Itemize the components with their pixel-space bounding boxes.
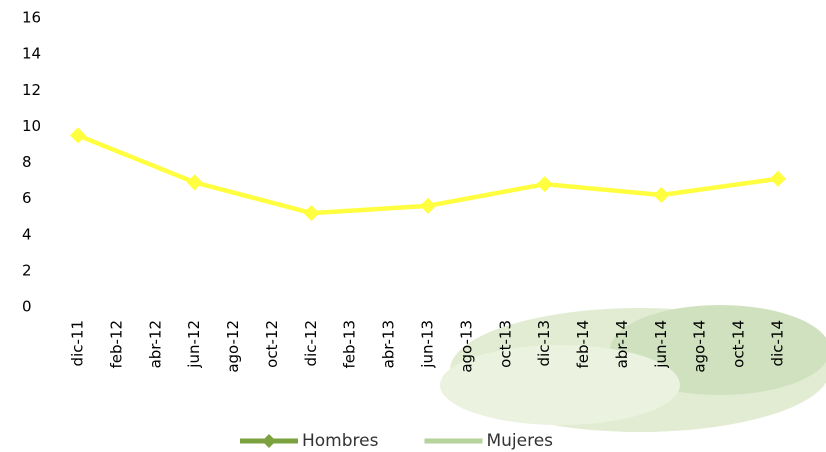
x-tick-label: ago-14 — [691, 320, 709, 373]
background-decoration — [440, 305, 826, 432]
y-tick-label: 6 — [22, 189, 32, 207]
marker — [420, 197, 436, 214]
x-tick-label: jun-12 — [185, 320, 203, 369]
y-tick-label: 12 — [22, 81, 41, 99]
y-tick-label: 0 — [22, 298, 32, 316]
y-tick-label: 16 — [22, 9, 41, 27]
marker — [303, 205, 320, 222]
x-tick-label: ago-13 — [457, 320, 475, 373]
marker — [653, 187, 670, 204]
legend-marker — [262, 434, 276, 448]
x-tick-label: oct-14 — [730, 320, 748, 368]
x-tick-label: abr-12 — [146, 320, 164, 368]
x-tick-label: dic-11 — [69, 320, 87, 366]
x-tick-label: oct-13 — [496, 320, 514, 368]
y-tick-label: 14 — [22, 45, 41, 63]
marker — [186, 174, 203, 191]
x-tick-label: oct-12 — [263, 320, 281, 368]
legend-item: Hombres — [240, 431, 379, 451]
y-tick-label: 8 — [22, 153, 32, 171]
x-tick-label: abr-14 — [613, 320, 631, 368]
x-tick-label: dic-13 — [535, 320, 553, 366]
x-tick-label: jun-14 — [652, 320, 670, 369]
x-tick-label: dic-14 — [769, 320, 787, 366]
x-tick-label: abr-13 — [380, 320, 398, 368]
x-tick-label: ago-12 — [224, 320, 242, 373]
x-tick-label: dic-12 — [302, 320, 320, 366]
marker — [770, 170, 786, 187]
x-tick-label: jun-13 — [419, 320, 437, 369]
x-tick-label: feb-12 — [107, 320, 125, 369]
y-tick-label: 2 — [22, 261, 32, 279]
y-tick-label: 4 — [22, 225, 32, 243]
legend-label: Mujeres — [486, 431, 553, 451]
x-tick-label: feb-14 — [574, 320, 592, 369]
legend-item: Mujeres — [424, 431, 553, 451]
y-tick-label: 10 — [22, 117, 41, 135]
marker — [70, 127, 86, 144]
legend-label: Hombres — [302, 431, 379, 451]
x-tick-label: feb-13 — [341, 320, 359, 369]
marker — [536, 176, 553, 193]
